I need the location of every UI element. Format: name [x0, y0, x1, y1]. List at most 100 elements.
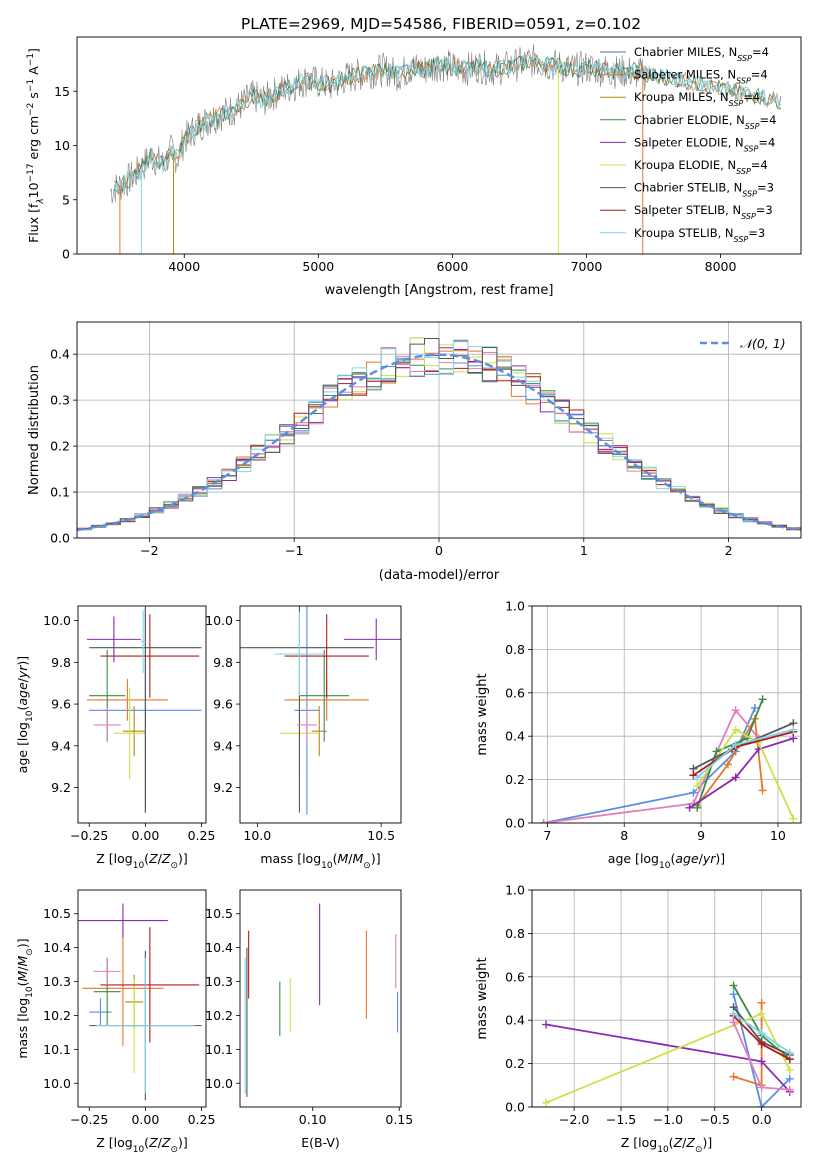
- label-part: ): [702, 1135, 707, 1150]
- y-axis-label: Flux [fλ10−17 erg cm−2 s−1 A−1]: [26, 48, 46, 243]
- weight-point-marker: [542, 1020, 551, 1029]
- legend-label: Chabrier ELODIE, NSSP=4: [634, 113, 776, 131]
- legend-text: Salpeter STELIB, N: [634, 203, 741, 217]
- mass-vs-ebv-panel: 0.10 0.15 10.0 10.1 10.2 10.3 10.4 10.5 E(B-V): [205, 889, 413, 1150]
- label-part: log: [640, 851, 659, 866]
- weight-point-marker: [729, 981, 738, 990]
- label-part: Flux [f: [26, 203, 41, 243]
- axes-frame: [77, 605, 207, 824]
- y-tick-label: 1.0: [505, 599, 525, 614]
- label-part: M: [15, 971, 30, 982]
- x-tick-label: 0.15: [385, 1112, 413, 1127]
- weight-point-marker: [723, 760, 732, 769]
- x-tick-label: −1.5: [606, 1112, 636, 1127]
- y-tick-label: 9.6: [213, 697, 233, 712]
- label-part: Z: [161, 1135, 171, 1150]
- label-part: Z: [161, 851, 171, 866]
- y-tick-label: 0.0: [505, 816, 525, 831]
- weight-point-marker: [729, 1072, 738, 1081]
- x-tick-label: 8000: [705, 259, 737, 274]
- label-part: log: [15, 722, 30, 741]
- label-part: (: [670, 851, 675, 866]
- label-part: Z [: [96, 1135, 113, 1150]
- y-axis-label: mass weight: [475, 673, 490, 755]
- x-tick-label: 1: [580, 543, 588, 558]
- weight-point-marker: [539, 819, 548, 823]
- x-tick-label: 6000: [437, 259, 469, 274]
- error-bars: [86, 606, 202, 813]
- label-part: ⊙: [25, 948, 35, 956]
- y-axis-label: age [log10(age/yr)]: [15, 656, 35, 773]
- weight-point-marker: [757, 1083, 766, 1092]
- label-part: ]: [720, 851, 725, 866]
- mass-vs-Z-panel: −0.25 0.00 0.25 10.0 10.1 10.2 10.3 10.4 10.5 Z […: [15, 889, 215, 1155]
- y-tick-label: 10.2: [205, 1008, 233, 1023]
- legend-label: 𝒩(0, 1): [740, 336, 786, 351]
- x-tick-label: 0.00: [131, 828, 159, 843]
- y-tick-label: 0.0: [50, 531, 70, 546]
- x-tick-label: −2: [140, 543, 158, 558]
- label-part: s: [26, 92, 41, 103]
- axes-frame: [76, 321, 802, 539]
- y-tick-label: 10.3: [205, 974, 233, 989]
- label-part: 10: [133, 1145, 145, 1155]
- label-part: log: [15, 998, 30, 1017]
- label-part: ]: [376, 851, 381, 866]
- weight-point-marker: [789, 814, 798, 823]
- weight-point-marker: [785, 1085, 794, 1094]
- x-axis-label: (data-model)/error: [379, 568, 500, 583]
- x-tick-label: −0.25: [70, 828, 108, 843]
- label-part: log: [638, 1135, 657, 1150]
- legend-text: Chabrier STELIB, N: [634, 181, 742, 195]
- label-part: (: [669, 1135, 674, 1150]
- legend-label: Salpeter MILES, NSSP=4: [634, 68, 768, 86]
- y-tick-label: 0.3: [50, 393, 70, 408]
- weight-point-marker: [729, 1009, 738, 1018]
- axes-frame: [76, 36, 802, 255]
- y-tick-label: 0.6: [505, 685, 525, 700]
- label-part: mass [: [260, 851, 302, 866]
- label-part: ⊙: [170, 861, 178, 871]
- label-part: (: [15, 982, 30, 987]
- label-part: 10: [133, 861, 145, 871]
- y-tick-label: 5: [62, 192, 70, 207]
- y-tick-label: 0.4: [50, 347, 70, 362]
- legend-text: Salpeter ELODIE, N: [634, 135, 744, 149]
- y-tick-label: 0.2: [50, 439, 70, 454]
- label-part: ⊙: [170, 1145, 178, 1155]
- axes-frame: [239, 889, 402, 1108]
- label-part: /: [15, 966, 30, 971]
- x-tick-label: 4000: [168, 259, 200, 274]
- axes-frame: [239, 605, 402, 824]
- y-tick-label: 0.6: [505, 969, 525, 984]
- legend-text: Kroupa MILES, N: [634, 90, 729, 104]
- y-tick-label: 9.8: [51, 655, 71, 670]
- label-part: /: [699, 851, 704, 866]
- histogram-step: [77, 338, 801, 533]
- label-part: ⊙: [695, 1145, 703, 1155]
- y-tick-label: 10.5: [43, 906, 71, 921]
- legend-sub: SSP: [736, 76, 751, 85]
- y-tick-label: 9.2: [213, 780, 233, 795]
- x-tick-label: −2.0: [559, 1112, 589, 1127]
- x-tick-label: 0.10: [299, 1112, 327, 1127]
- label-part: ): [715, 851, 720, 866]
- weight-vs-Z-panel: −2.0 −1.5 −1.0 −0.5 0.0 0.0 0.2 0.4 0.6 0.8 1.0 Z […: [475, 883, 802, 1155]
- weight-series-line: [543, 707, 756, 823]
- weight-point-marker: [758, 695, 767, 704]
- legend-label: Kroupa ELODIE, NSSP=4: [634, 158, 768, 176]
- label-part: Z [: [96, 851, 113, 866]
- y-tick-label: 10: [54, 138, 70, 153]
- x-axis-label: Z [log10(Z/Z⊙)]: [96, 851, 188, 871]
- spectrum-panel: 4000 5000 6000 7000 8000 0 5 10 15 wavelength [An…: [26, 36, 802, 298]
- error-bars: [244, 903, 399, 1097]
- legend-label: Chabrier MILES, NSSP=4: [634, 45, 769, 63]
- label-part: age: [675, 851, 699, 866]
- weight-point-marker: [757, 1009, 766, 1018]
- weight-point-marker: [689, 788, 698, 797]
- x-tick-label: 7: [543, 828, 551, 843]
- x-axis-label: age [log10(age/yr)]: [608, 851, 725, 871]
- legend-sub: SSP: [741, 212, 756, 221]
- x-tick-label: 10.5: [367, 828, 395, 843]
